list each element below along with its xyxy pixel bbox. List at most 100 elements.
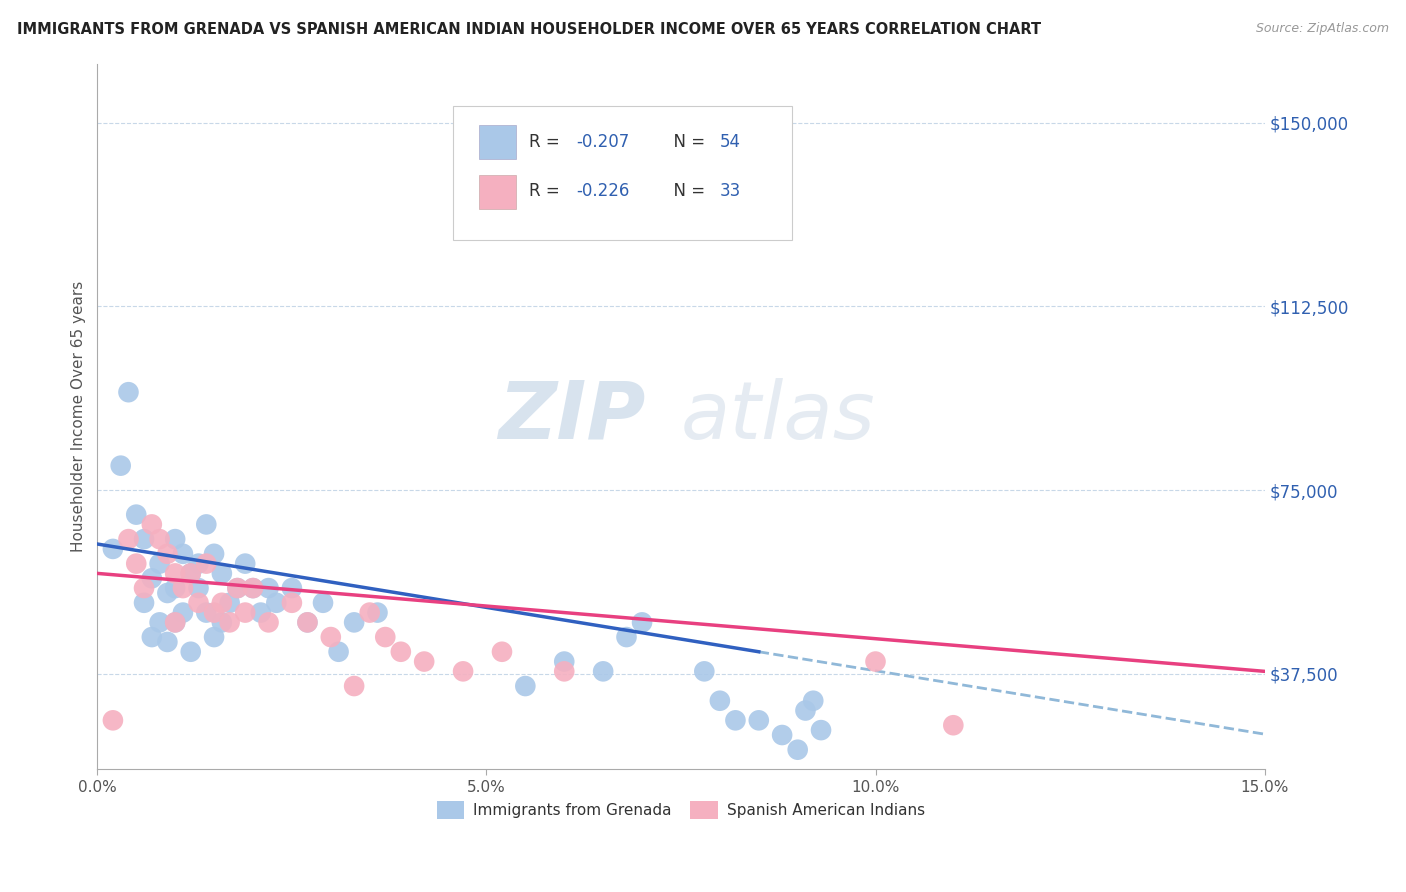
- Point: [249, 606, 271, 620]
- Point: [202, 630, 225, 644]
- Point: [195, 557, 218, 571]
- Text: 54: 54: [720, 133, 741, 151]
- Point: [724, 714, 747, 728]
- Point: [942, 718, 965, 732]
- Text: R =: R =: [529, 133, 565, 151]
- Point: [491, 645, 513, 659]
- Point: [226, 581, 249, 595]
- Point: [233, 606, 256, 620]
- Point: [281, 581, 304, 595]
- FancyBboxPatch shape: [479, 126, 516, 160]
- Point: [451, 665, 474, 679]
- Point: [343, 615, 366, 630]
- Point: [110, 458, 132, 473]
- Point: [257, 615, 280, 630]
- Point: [149, 532, 172, 546]
- Point: [281, 596, 304, 610]
- Text: N =: N =: [664, 182, 711, 200]
- Text: R =: R =: [529, 182, 565, 200]
- Point: [101, 541, 124, 556]
- Point: [211, 615, 233, 630]
- Point: [172, 547, 194, 561]
- Point: [211, 566, 233, 581]
- Point: [117, 532, 139, 546]
- Point: [366, 606, 388, 620]
- Point: [180, 645, 202, 659]
- Point: [374, 630, 396, 644]
- Point: [242, 581, 264, 595]
- Point: [101, 714, 124, 728]
- Point: [515, 679, 537, 693]
- Point: [165, 615, 187, 630]
- Text: Source: ZipAtlas.com: Source: ZipAtlas.com: [1256, 22, 1389, 36]
- Point: [195, 517, 218, 532]
- Point: [233, 557, 256, 571]
- Point: [149, 557, 172, 571]
- Point: [748, 714, 770, 728]
- Point: [312, 596, 335, 610]
- Point: [172, 606, 194, 620]
- Text: IMMIGRANTS FROM GRENADA VS SPANISH AMERICAN INDIAN HOUSEHOLDER INCOME OVER 65 YE: IMMIGRANTS FROM GRENADA VS SPANISH AMERI…: [17, 22, 1040, 37]
- Point: [117, 385, 139, 400]
- Text: -0.207: -0.207: [576, 133, 628, 151]
- Point: [165, 615, 187, 630]
- Point: [180, 566, 202, 581]
- Point: [202, 606, 225, 620]
- Text: ZIP: ZIP: [499, 377, 645, 456]
- Point: [149, 615, 172, 630]
- Point: [297, 615, 319, 630]
- Point: [195, 606, 218, 620]
- Point: [141, 571, 163, 585]
- Point: [202, 547, 225, 561]
- Point: [156, 547, 179, 561]
- Text: 33: 33: [720, 182, 741, 200]
- FancyBboxPatch shape: [479, 175, 516, 209]
- FancyBboxPatch shape: [453, 106, 792, 240]
- Point: [218, 596, 240, 610]
- Point: [297, 615, 319, 630]
- Point: [180, 566, 202, 581]
- Point: [132, 596, 155, 610]
- Point: [616, 630, 638, 644]
- Point: [319, 630, 342, 644]
- Point: [810, 723, 832, 738]
- Point: [359, 606, 381, 620]
- Point: [693, 665, 716, 679]
- Point: [165, 532, 187, 546]
- Point: [631, 615, 654, 630]
- Point: [156, 635, 179, 649]
- Point: [211, 596, 233, 610]
- Y-axis label: Householder Income Over 65 years: Householder Income Over 65 years: [72, 281, 86, 552]
- Point: [257, 581, 280, 595]
- Point: [218, 615, 240, 630]
- Point: [165, 581, 187, 595]
- Point: [266, 596, 288, 610]
- Point: [801, 694, 824, 708]
- Point: [156, 586, 179, 600]
- Point: [770, 728, 793, 742]
- Point: [165, 566, 187, 581]
- Point: [553, 655, 575, 669]
- Point: [553, 665, 575, 679]
- Text: -0.226: -0.226: [576, 182, 630, 200]
- Point: [187, 581, 209, 595]
- Text: N =: N =: [664, 133, 711, 151]
- Point: [132, 532, 155, 546]
- Point: [187, 557, 209, 571]
- Point: [226, 581, 249, 595]
- Point: [709, 694, 731, 708]
- Point: [343, 679, 366, 693]
- Point: [172, 581, 194, 595]
- Point: [132, 581, 155, 595]
- Point: [141, 517, 163, 532]
- Point: [187, 596, 209, 610]
- Point: [865, 655, 887, 669]
- Point: [141, 630, 163, 644]
- Point: [389, 645, 412, 659]
- Point: [328, 645, 350, 659]
- Text: atlas: atlas: [681, 377, 876, 456]
- Point: [413, 655, 436, 669]
- Point: [242, 581, 264, 595]
- Point: [125, 508, 148, 522]
- Point: [786, 742, 808, 756]
